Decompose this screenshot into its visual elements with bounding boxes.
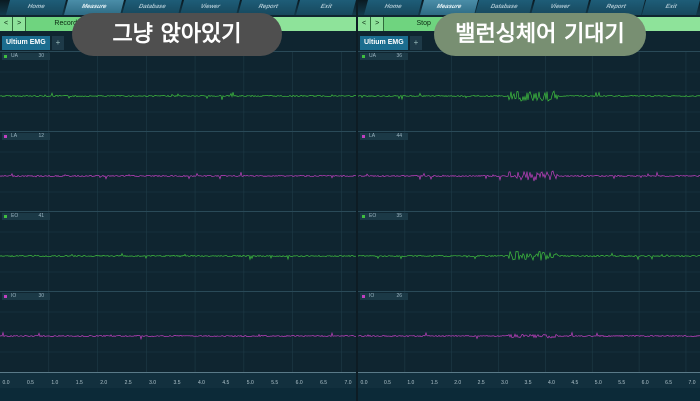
channel-value: 12 bbox=[38, 133, 44, 139]
caption-overlay: 그냥 앉아있기 bbox=[72, 13, 282, 56]
axis-tick: 7.0 bbox=[688, 380, 696, 386]
axis-tick: 3.5 bbox=[524, 380, 532, 386]
axis-tick: 5.0 bbox=[594, 380, 602, 386]
channel-color-icon bbox=[362, 215, 365, 218]
caption-overlay: 밸런싱체어 기대기 bbox=[434, 13, 646, 56]
channel-la: LA 44 bbox=[358, 131, 700, 212]
channel-value: 30 bbox=[38, 293, 44, 299]
channel-label[interactable]: LA 12 bbox=[2, 133, 50, 140]
channel-value: 44 bbox=[396, 133, 402, 139]
channel-name: UA bbox=[11, 53, 18, 59]
channel-color-icon bbox=[4, 215, 7, 218]
axis-tick: 7.0 bbox=[344, 380, 352, 386]
channel-color-icon bbox=[362, 135, 365, 138]
channel-label[interactable]: EO 35 bbox=[360, 213, 408, 220]
back-button[interactable]: < bbox=[0, 17, 14, 31]
channel-label[interactable]: UA 30 bbox=[2, 53, 50, 60]
emg-panel-0: Home Measure Database Viewer Report Exit < > Rec… bbox=[0, 0, 357, 401]
channel-label[interactable]: IO 26 bbox=[360, 293, 408, 300]
axis-tick: 2.5 bbox=[477, 380, 485, 386]
channel-label[interactable]: IO 30 bbox=[2, 293, 50, 300]
channel-name: IO bbox=[11, 293, 17, 299]
emg-panel-1: Home Measure Database Viewer Report Exit < > Sto… bbox=[358, 0, 700, 401]
channel-value: 30 bbox=[38, 53, 44, 59]
axis-tick: 4.0 bbox=[197, 380, 205, 386]
axis-tick: 5.0 bbox=[246, 380, 254, 386]
emg-signal bbox=[358, 170, 700, 182]
emg-signal bbox=[0, 331, 356, 341]
emg-signal bbox=[0, 92, 356, 100]
axis-tick: 1.5 bbox=[75, 380, 83, 386]
emg-signal bbox=[0, 252, 356, 261]
channel-label[interactable]: LA 44 bbox=[360, 133, 408, 140]
channel-value: 26 bbox=[396, 293, 402, 299]
emg-signal bbox=[358, 251, 700, 262]
axis-tick: 2.0 bbox=[454, 380, 462, 386]
channel-io: IO 30 bbox=[0, 291, 356, 372]
channel-value: 41 bbox=[38, 213, 44, 219]
axis-tick: 0.5 bbox=[383, 380, 391, 386]
add-tab-button[interactable]: + bbox=[51, 36, 65, 50]
axis-tick: 3.0 bbox=[149, 380, 157, 386]
tab-ultium-emg[interactable]: Ultium EMG bbox=[2, 36, 50, 50]
nav-tabs: Home Measure Database Viewer Report Exit bbox=[358, 0, 700, 15]
emg-signal bbox=[358, 90, 700, 102]
channel-name: LA bbox=[369, 133, 376, 139]
emg-signal bbox=[358, 331, 700, 340]
nav-tabs: Home Measure Database Viewer Report Exit bbox=[0, 0, 357, 15]
axis-tick: 4.5 bbox=[222, 380, 230, 386]
emg-signal bbox=[0, 172, 356, 180]
back-button[interactable]: < bbox=[358, 17, 372, 31]
axis-tick: 1.0 bbox=[407, 380, 415, 386]
play-button[interactable]: > bbox=[13, 17, 27, 31]
axis-tick: 6.5 bbox=[320, 380, 328, 386]
play-button[interactable]: > bbox=[371, 17, 385, 31]
time-axis: 0.0 0.5 1.0 1.5 2.0 2.5 3.0 3.5 4.0 4.5 5.0 5.5 6.0 6… bbox=[358, 372, 700, 388]
nav-tab[interactable]: Exit bbox=[642, 0, 700, 15]
tab-ultium-emg[interactable]: Ultium EMG bbox=[360, 36, 408, 50]
channel-name: EO bbox=[11, 213, 19, 219]
channel-color-icon bbox=[362, 295, 365, 298]
channel-color-icon bbox=[362, 55, 365, 58]
nav-tab[interactable]: Exit bbox=[295, 0, 357, 15]
axis-tick: 0.5 bbox=[26, 380, 34, 386]
axis-tick: 6.0 bbox=[295, 380, 303, 386]
axis-tick: 2.0 bbox=[100, 380, 108, 386]
axis-tick: 6.0 bbox=[641, 380, 649, 386]
axis-tick: 3.0 bbox=[501, 380, 509, 386]
axis-tick: 1.0 bbox=[51, 380, 59, 386]
channel-color-icon bbox=[4, 295, 7, 298]
channel-ua: UA 36 bbox=[358, 51, 700, 132]
channel-color-icon bbox=[4, 135, 7, 138]
axis-tick: 5.5 bbox=[618, 380, 626, 386]
axis-tick: 4.0 bbox=[547, 380, 555, 386]
axis-tick: 6.5 bbox=[665, 380, 673, 386]
nav-tab[interactable]: Home bbox=[363, 0, 422, 15]
channel-value: 35 bbox=[396, 213, 402, 219]
time-axis: 0.0 0.5 1.0 1.5 2.0 2.5 3.0 3.5 4.0 4.5 5.0 5.5 6.0 6… bbox=[0, 372, 356, 388]
axis-tick: 2.5 bbox=[124, 380, 132, 386]
axis-tick: 0.0 bbox=[360, 380, 368, 386]
axis-tick: 1.5 bbox=[430, 380, 438, 386]
add-tab-button[interactable]: + bbox=[409, 36, 423, 50]
channel-ua: UA 30 bbox=[0, 51, 356, 132]
channel-name: LA bbox=[11, 133, 18, 139]
nav-tab[interactable]: Home bbox=[5, 0, 67, 15]
axis-tick: 3.5 bbox=[173, 380, 181, 386]
channel-la: LA 12 bbox=[0, 131, 356, 212]
axis-tick: 5.5 bbox=[271, 380, 279, 386]
channel-label[interactable]: EO 41 bbox=[2, 213, 50, 220]
channel-name: EO bbox=[369, 213, 377, 219]
axis-tick: 0.0 bbox=[2, 380, 10, 386]
channel-name: UA bbox=[369, 53, 376, 59]
channel-value: 36 bbox=[396, 53, 402, 59]
channel-color-icon bbox=[4, 55, 7, 58]
channel-eo: EO 35 bbox=[358, 211, 700, 292]
channel-name: IO bbox=[369, 293, 375, 299]
axis-tick: 4.5 bbox=[571, 380, 579, 386]
channel-eo: EO 41 bbox=[0, 211, 356, 292]
channel-label[interactable]: UA 36 bbox=[360, 53, 408, 60]
channel-io: IO 26 bbox=[358, 291, 700, 372]
